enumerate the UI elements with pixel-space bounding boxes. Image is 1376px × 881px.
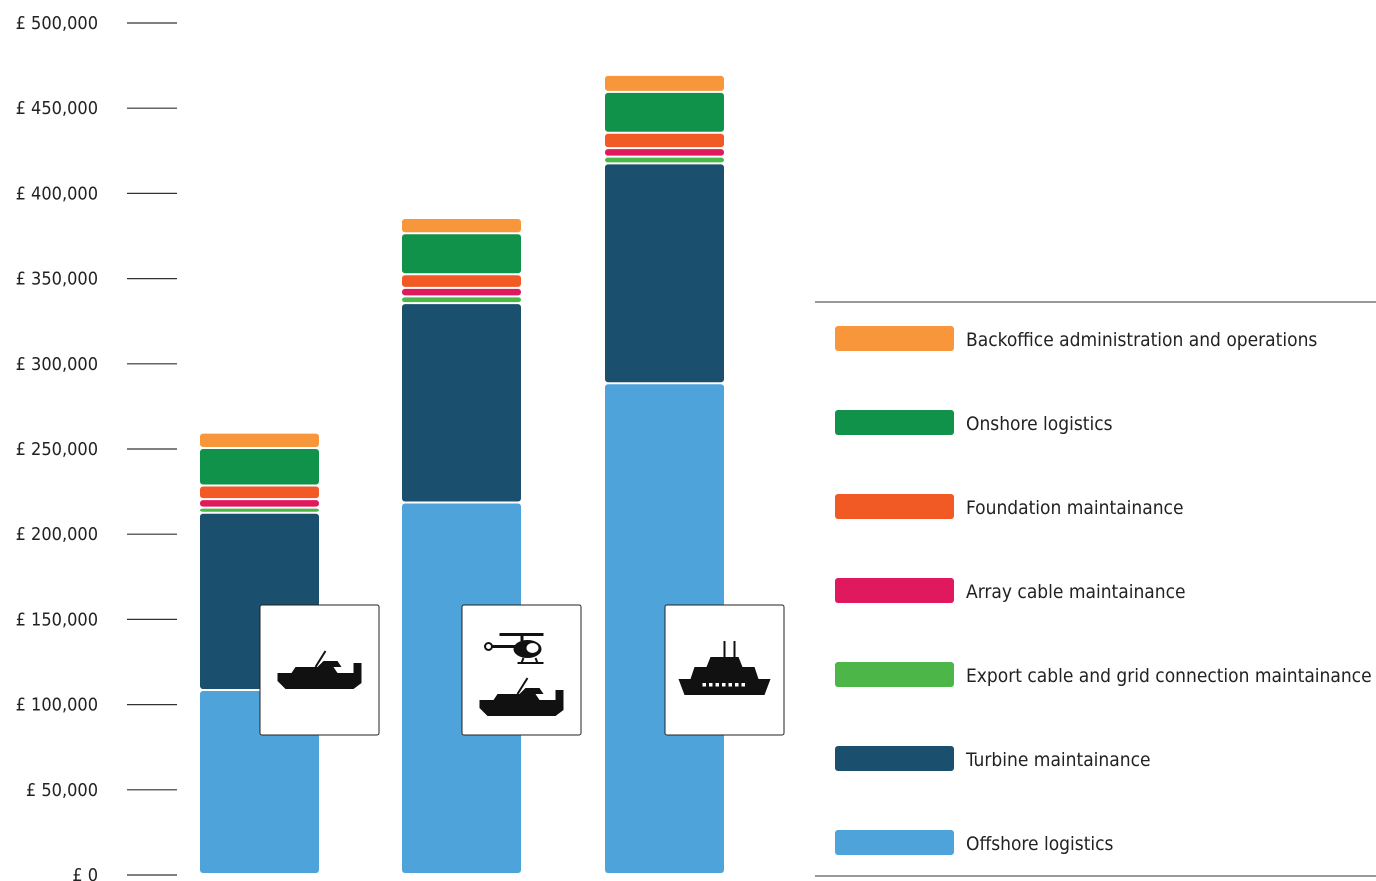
bar-stack-1: [200, 433, 319, 873]
helicopter-icon: [484, 633, 544, 664]
bar-stack-3: [605, 75, 724, 873]
legend-swatch: [835, 326, 954, 351]
mothership-icon: [678, 641, 771, 695]
legend-label: Export cable and grid connection maintai…: [966, 665, 1372, 687]
y-tick-label: £ 100,000: [16, 695, 98, 716]
legend-swatch: [835, 830, 954, 855]
y-tick-label: £ 300,000: [16, 354, 98, 375]
bar-segment-array-cable-maintainance: [402, 288, 521, 296]
legend-label: Turbine maintainance: [965, 749, 1151, 771]
y-tick-label: £ 150,000: [16, 609, 98, 630]
bar-segment-backoffice-administration-and-operations: [402, 218, 521, 233]
y-tick-label: £ 450,000: [16, 98, 98, 119]
bar-segment-turbine-maintainance: [605, 164, 724, 383]
bar-segment-export-cable-and-grid-connection-maintainance: [200, 508, 319, 512]
bar-segment-onshore-logistics: [402, 234, 521, 274]
legend-swatch: [835, 746, 954, 771]
transport-icon-box-1: [259, 604, 380, 736]
legend-swatch: [835, 494, 954, 519]
bar-segment-backoffice-administration-and-operations: [605, 75, 724, 91]
bar-segment-offshore-logistics: [200, 690, 319, 873]
transport-icon-box-3: [664, 604, 785, 736]
legend-item-export-cable-and-grid-connection-maintainance: Export cable and grid connection maintai…: [835, 662, 1372, 687]
bar-segment-turbine-maintainance: [402, 304, 521, 502]
bars: [200, 75, 724, 873]
legend-swatch: [835, 662, 954, 687]
y-axis: £ 0 £ 50,000 £ 100,000 £ 150,000 £ 200,000 £ …: [16, 13, 177, 881]
y-tick-label: £ 500,000: [16, 13, 98, 34]
bar-segment-foundation-maintainance: [605, 133, 724, 148]
bar-segment-export-cable-and-grid-connection-maintainance: [605, 157, 724, 163]
bar-segment-onshore-logistics: [605, 92, 724, 132]
legend-label: Onshore logistics: [966, 413, 1113, 435]
legend-item-turbine-maintainance: Turbine maintainance: [835, 746, 1151, 771]
bar-stack-2: [402, 218, 521, 873]
bar-segment-onshore-logistics: [200, 449, 319, 485]
y-tick-label: £ 400,000: [16, 183, 98, 204]
crew-transfer-vessel-icon: [277, 650, 362, 689]
legend-label: Array cable maintainance: [966, 581, 1186, 603]
bar-segment-foundation-maintainance: [402, 275, 521, 287]
bar-segment-array-cable-maintainance: [200, 500, 319, 507]
legend-swatch: [835, 410, 954, 435]
bar-segment-foundation-maintainance: [200, 486, 319, 499]
y-tick-label: £ 250,000: [16, 439, 98, 460]
legend-label: Offshore logistics: [966, 833, 1114, 855]
y-tick-label: £ 200,000: [16, 524, 98, 545]
legend-label: Backoffice administration and operations: [966, 329, 1317, 351]
legend-item-array-cable-maintainance: Array cable maintainance: [835, 578, 1186, 603]
crew-transfer-vessel-icon: [479, 677, 564, 716]
legend-item-foundation-maintainance: Foundation maintainance: [835, 494, 1183, 519]
bar-segment-array-cable-maintainance: [605, 149, 724, 156]
y-tick-label: £ 0: [72, 865, 98, 881]
legend-item-offshore-logistics: Offshore logistics: [835, 830, 1114, 855]
legend-item-onshore-logistics: Onshore logistics: [835, 410, 1113, 435]
bar-segment-export-cable-and-grid-connection-maintainance: [402, 297, 521, 303]
transport-icons: [259, 604, 785, 736]
legend-label: Foundation maintainance: [966, 497, 1183, 519]
transport-icon-box-2: [461, 604, 582, 736]
y-tick-label: £ 50,000: [26, 780, 98, 801]
legend: Backoffice administration and operations…: [815, 301, 1376, 877]
legend-swatch: [835, 578, 954, 603]
y-tick-label: £ 350,000: [16, 269, 98, 290]
legend-item-backoffice-administration-and-operations: Backoffice administration and operations: [835, 326, 1317, 351]
bar-segment-backoffice-administration-and-operations: [200, 433, 319, 447]
